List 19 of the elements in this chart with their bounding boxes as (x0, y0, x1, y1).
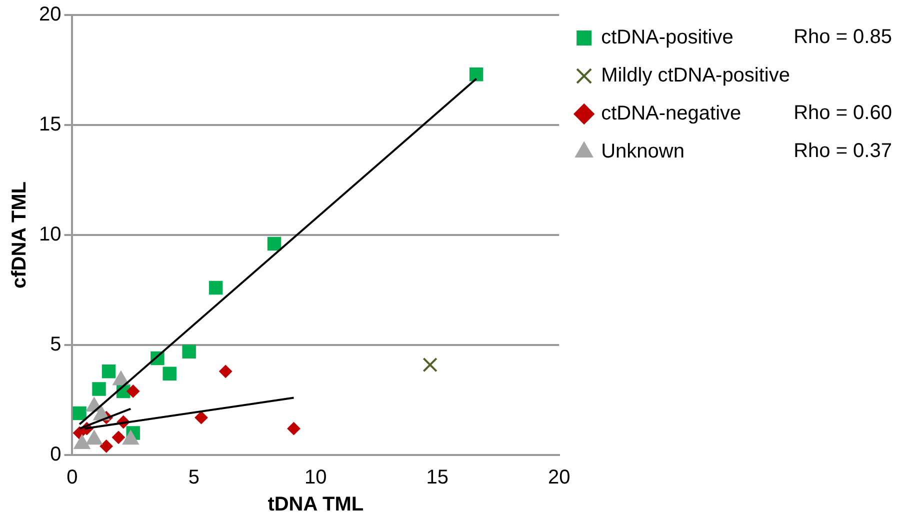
legend-label: ctDNA-negative (601, 102, 742, 125)
text: Rho = 0.60 (794, 102, 892, 125)
x-axis-title: tDNA TML (268, 494, 364, 516)
x-tick-label: 15 (426, 466, 448, 489)
text: Rho = 0.85 (794, 26, 892, 49)
x-tick-label: 0 (66, 466, 78, 489)
text: Rho = 0.37 (794, 140, 892, 163)
y-axis-title: cfDNA TML (8, 181, 31, 289)
legend-label: Unknown (601, 140, 684, 163)
legend-label: Mildly ctDNA-positive (601, 64, 790, 87)
x-tick-label: 20 (548, 466, 570, 489)
x-tick-label: 5 (188, 466, 200, 489)
y-tick-label: 5 (50, 334, 62, 356)
y-tick-label: 20 (38, 4, 62, 26)
y-tick-label: 10 (38, 224, 62, 246)
y-tick-label: 15 (38, 114, 62, 136)
x-tick-label: 10 (304, 466, 327, 489)
y-tick-label: 0 (50, 444, 62, 466)
legend-label: ctDNA-positive (601, 26, 734, 49)
